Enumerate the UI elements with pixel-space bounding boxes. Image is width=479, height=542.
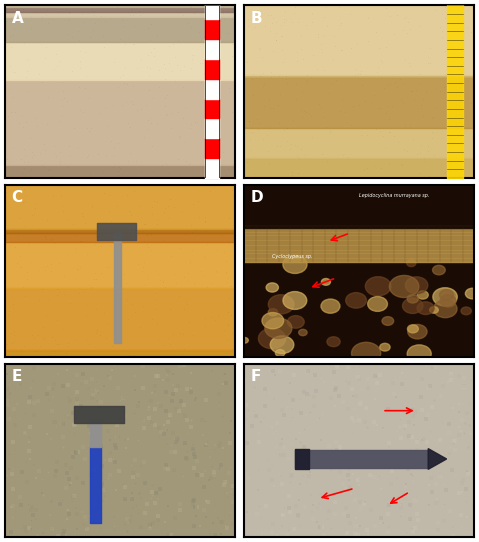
Circle shape xyxy=(405,277,428,294)
Circle shape xyxy=(262,313,284,329)
Circle shape xyxy=(298,330,307,335)
Circle shape xyxy=(430,307,438,313)
Circle shape xyxy=(275,350,285,357)
Circle shape xyxy=(266,283,278,292)
Circle shape xyxy=(402,298,423,313)
Circle shape xyxy=(368,296,388,312)
Polygon shape xyxy=(428,449,446,469)
Circle shape xyxy=(270,336,294,353)
Circle shape xyxy=(321,299,340,313)
Text: C: C xyxy=(11,190,23,205)
Circle shape xyxy=(380,343,390,351)
Text: A: A xyxy=(11,11,23,25)
Circle shape xyxy=(268,295,294,314)
Circle shape xyxy=(265,318,292,338)
Circle shape xyxy=(258,328,285,349)
Text: D: D xyxy=(251,190,263,205)
Circle shape xyxy=(365,276,391,296)
Text: Cycloclypeus sp.: Cycloclypeus sp. xyxy=(272,254,312,259)
Circle shape xyxy=(433,300,457,318)
Circle shape xyxy=(466,288,479,299)
Circle shape xyxy=(321,279,331,285)
Circle shape xyxy=(327,337,340,347)
Circle shape xyxy=(287,315,304,328)
Circle shape xyxy=(408,325,427,339)
Circle shape xyxy=(440,289,454,300)
Circle shape xyxy=(433,288,457,306)
Text: B: B xyxy=(251,11,262,25)
Circle shape xyxy=(440,295,456,307)
Circle shape xyxy=(417,291,428,299)
Bar xyxy=(205,5,219,178)
Circle shape xyxy=(417,302,434,314)
Circle shape xyxy=(433,265,445,275)
Circle shape xyxy=(241,338,248,343)
Circle shape xyxy=(408,325,418,333)
Circle shape xyxy=(389,275,419,298)
Text: Lepidocyclina murrayana sp.: Lepidocyclina murrayana sp. xyxy=(359,193,430,198)
Circle shape xyxy=(407,295,418,303)
Circle shape xyxy=(283,292,307,309)
Text: E: E xyxy=(11,369,22,384)
Text: F: F xyxy=(251,369,262,384)
Circle shape xyxy=(382,317,394,325)
Circle shape xyxy=(268,308,278,316)
Circle shape xyxy=(407,345,431,363)
Circle shape xyxy=(461,307,471,315)
Circle shape xyxy=(352,343,381,364)
Circle shape xyxy=(283,255,307,274)
Circle shape xyxy=(346,293,366,308)
Circle shape xyxy=(407,260,416,267)
